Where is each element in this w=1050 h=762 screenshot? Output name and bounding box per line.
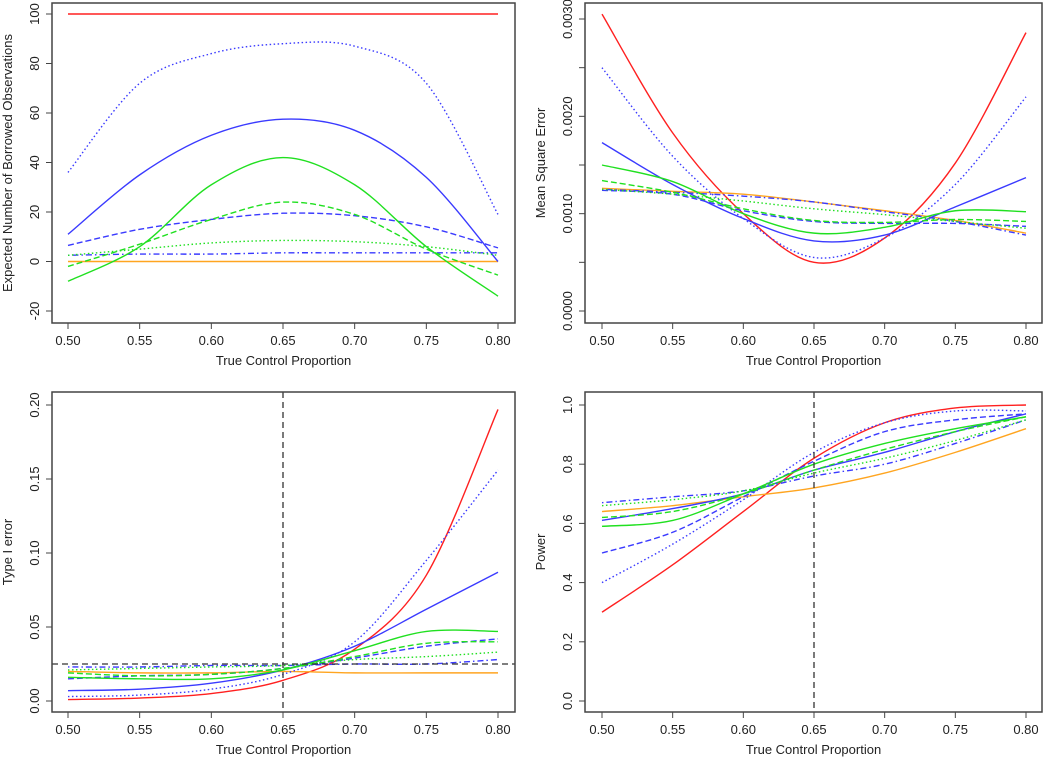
y-axis-title: Type I error	[0, 518, 15, 585]
x-tick-label: 0.80	[1013, 333, 1038, 348]
series-line-red-solid	[601, 404, 1027, 613]
x-tick-label: 0.60	[731, 333, 756, 348]
plot-frame	[51, 2, 516, 324]
y-axis-title: Power	[533, 533, 548, 571]
series-line-green-dotted	[601, 419, 1027, 507]
series-line-blue-dotted	[67, 41, 499, 215]
y-axis-title: Mean Square Error	[533, 107, 548, 218]
chart-panel-2: 0.50 0.55 0.60 0.65 0.70 0.75 0.80 True Control…	[533, 0, 1043, 368]
x-tick-label: 0.55	[660, 333, 685, 348]
x-tick-label: 0.50	[55, 722, 80, 737]
x-tick-label: 0.70	[342, 333, 367, 348]
y-tick-label: -20	[27, 302, 42, 321]
x-tick-label: 0.50	[55, 333, 80, 348]
x-tick-label: 0.70	[342, 722, 367, 737]
y-tick-label: 0.05	[27, 614, 42, 639]
x-tick-label: 0.80	[485, 333, 510, 348]
series-line-blue-dotdash	[601, 419, 1027, 504]
x-tick-label: 0.65	[801, 722, 826, 737]
x-tick-label: 0.55	[127, 333, 152, 348]
x-tick-label: 0.60	[199, 333, 224, 348]
x-tick-label: 0.55	[660, 722, 685, 737]
y-tick-label: 0.00	[27, 688, 42, 713]
y-axis-title: Expected Number of Borrowed Observations	[0, 34, 15, 292]
x-tick-label: 0.70	[872, 722, 897, 737]
y-tick-label: 0.0030	[560, 0, 575, 39]
x-axis-title: True Control Proportion	[216, 742, 351, 757]
x-tick-label: 0.60	[731, 722, 756, 737]
x-tick-label: 0.50	[589, 722, 614, 737]
x-tick-label: 0.75	[943, 722, 968, 737]
y-tick-label: 0.6	[560, 514, 575, 532]
x-axis-title: True Control Proportion	[746, 742, 881, 757]
y-tick-label: 0.15	[27, 466, 42, 491]
x-tick-label: 0.75	[414, 333, 439, 348]
series-line-blue-dashed	[67, 638, 499, 680]
y-tick-label: 0.10	[27, 540, 42, 565]
x-tick-label: 0.55	[127, 722, 152, 737]
chart-panel-4: 0.50 0.55 0.60 0.65 0.70 0.75 0.80 True Control…	[533, 391, 1043, 757]
x-tick-label: 0.70	[872, 333, 897, 348]
series-line-green-dashed	[601, 416, 1027, 519]
y-tick-label: 100	[27, 3, 42, 25]
y-tick-label: 40	[27, 155, 42, 169]
series-line-blue-dotdash	[67, 252, 498, 257]
y-tick-label: 0.0000	[560, 291, 575, 331]
x-tick-label: 0.80	[1013, 722, 1038, 737]
x-tick-label: 0.50	[589, 333, 614, 348]
series-line-red-solid	[67, 409, 499, 701]
series-line-blue-dotted	[67, 469, 499, 698]
x-tick-label: 0.75	[414, 722, 439, 737]
series-line-green-dashed	[67, 641, 499, 677]
series-line-green-solid	[67, 629, 499, 681]
series-line-blue-solid	[67, 118, 499, 262]
series-line-green-dotted	[601, 188, 1027, 229]
y-tick-label: 0.4	[560, 574, 575, 592]
y-tick-label: 0.8	[560, 455, 575, 473]
series-line-orange-solid	[67, 670, 498, 674]
x-tick-label: 0.65	[801, 333, 826, 348]
series-group	[67, 13, 499, 297]
y-tick-label: 0.20	[27, 392, 42, 417]
y-tick-label: 20	[27, 205, 42, 219]
y-tick-label: 1.0	[560, 396, 575, 414]
y-tick-label: 0.0010	[560, 194, 575, 234]
series-group	[601, 13, 1027, 264]
series-line-green-solid	[601, 164, 1027, 235]
y-tick-label: 0	[27, 258, 42, 265]
series-line-green-dashed	[67, 201, 499, 276]
y-tick-label: 60	[27, 106, 42, 120]
chart-panel-3: 0.50 0.55 0.60 0.65 0.70 0.75 0.80 True Control…	[0, 391, 516, 757]
x-tick-label: 0.65	[270, 333, 295, 348]
series-line-blue-solid	[601, 142, 1027, 243]
y-tick-label: 0.0020	[560, 96, 575, 136]
x-axis-title: True Control Proportion	[216, 353, 351, 368]
y-tick-label: 0.2	[560, 633, 575, 651]
series-line-blue-dotdash	[601, 188, 1027, 236]
series-line-green-solid	[67, 156, 499, 297]
y-tick-label: 0.0	[560, 692, 575, 710]
x-tick-label: 0.80	[485, 722, 510, 737]
series-line-blue-dashed	[601, 413, 1027, 554]
chart-panel-1: 0.50 0.55 0.60 0.65 0.70 0.75 0.80 True Control…	[0, 2, 516, 368]
x-tick-label: 0.60	[199, 722, 224, 737]
series-line-red-solid	[601, 13, 1027, 264]
series-line-blue-dotted	[601, 67, 1027, 259]
x-tick-label: 0.65	[270, 722, 295, 737]
series-line-blue-dashed	[67, 212, 499, 249]
x-axis-title: True Control Proportion	[746, 353, 881, 368]
x-tick-label: 0.75	[943, 333, 968, 348]
series-line-blue-dashed	[601, 189, 1027, 228]
y-tick-label: 80	[27, 56, 42, 70]
plot-frame	[584, 2, 1043, 324]
